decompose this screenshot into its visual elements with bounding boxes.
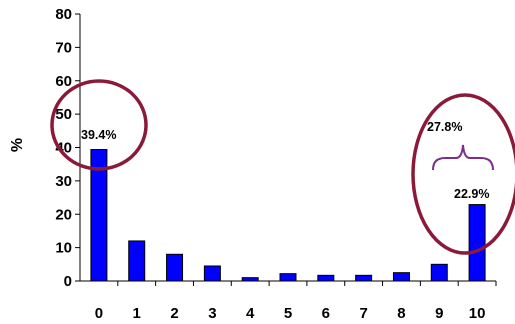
x-tick-label-5: 5 xyxy=(284,305,292,322)
bar-6 xyxy=(317,274,335,282)
bar-3 xyxy=(203,265,221,282)
bar-1 xyxy=(128,240,146,282)
bars xyxy=(90,149,486,282)
highlight-circle-right xyxy=(411,93,515,255)
x-tick-label-10: 10 xyxy=(469,305,486,322)
bar-2 xyxy=(166,253,184,282)
data-label-22-9: 22.9% xyxy=(454,187,489,201)
y-tick-label: 10 xyxy=(55,240,72,257)
x-tick-label-8: 8 xyxy=(397,305,405,322)
x-tick-label-6: 6 xyxy=(322,305,330,322)
bar-4 xyxy=(241,277,259,282)
y-tick-label: 20 xyxy=(55,206,72,223)
y-axis-ticks: 0 10 20 30 40 50 60 70 80 xyxy=(55,6,80,290)
bar-10 xyxy=(468,204,486,282)
x-tick-label-7: 7 xyxy=(359,305,367,322)
y-axis-title: % xyxy=(9,138,26,152)
curly-brace xyxy=(432,144,494,171)
x-tick-label-3: 3 xyxy=(208,305,216,322)
highlight-circle-left xyxy=(50,79,148,171)
x-tick-label-1: 1 xyxy=(133,305,141,322)
y-tick-label: 60 xyxy=(55,73,72,90)
y-tick-label: 0 xyxy=(64,273,72,290)
y-tick-label: 40 xyxy=(55,140,72,157)
x-tick-label-0: 0 xyxy=(95,305,103,322)
data-label-27-8: 27.8% xyxy=(427,120,462,134)
bar-5 xyxy=(279,273,297,282)
x-axis-ticks: 0 1 2 3 4 5 6 7 8 9 10 xyxy=(95,281,497,322)
bar-7 xyxy=(355,274,373,282)
bar-8 xyxy=(392,272,410,282)
x-tick-label-9: 9 xyxy=(435,305,443,322)
y-tick-label: 80 xyxy=(55,6,72,23)
x-tick-label-4: 4 xyxy=(246,305,255,322)
bar-9 xyxy=(430,263,448,282)
x-tick-label-2: 2 xyxy=(170,305,178,322)
data-label-39-4: 39.4% xyxy=(81,128,116,142)
y-tick-label: 50 xyxy=(55,106,72,123)
y-tick-label: 30 xyxy=(55,173,72,190)
y-tick-label: 70 xyxy=(55,39,72,56)
